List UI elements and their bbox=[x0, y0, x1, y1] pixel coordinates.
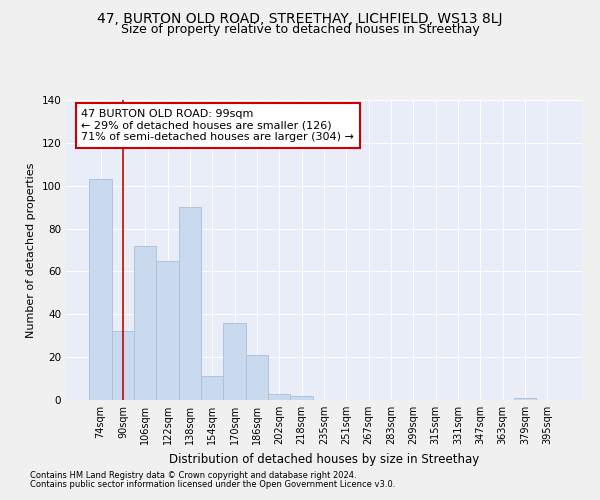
Text: 47, BURTON OLD ROAD, STREETHAY, LICHFIELD, WS13 8LJ: 47, BURTON OLD ROAD, STREETHAY, LICHFIEL… bbox=[97, 12, 503, 26]
Text: Contains public sector information licensed under the Open Government Licence v3: Contains public sector information licen… bbox=[30, 480, 395, 489]
Bar bbox=[201, 376, 223, 400]
Bar bbox=[246, 355, 268, 400]
Y-axis label: Number of detached properties: Number of detached properties bbox=[26, 162, 36, 338]
Bar bbox=[157, 260, 179, 400]
Bar bbox=[223, 323, 246, 400]
Text: Size of property relative to detached houses in Streethay: Size of property relative to detached ho… bbox=[121, 22, 479, 36]
Bar bbox=[89, 180, 112, 400]
Text: 47 BURTON OLD ROAD: 99sqm
← 29% of detached houses are smaller (126)
71% of semi: 47 BURTON OLD ROAD: 99sqm ← 29% of detac… bbox=[82, 109, 355, 142]
Bar bbox=[514, 398, 536, 400]
X-axis label: Distribution of detached houses by size in Streethay: Distribution of detached houses by size … bbox=[169, 452, 479, 466]
Bar bbox=[268, 394, 290, 400]
Bar bbox=[179, 207, 201, 400]
Text: Contains HM Land Registry data © Crown copyright and database right 2024.: Contains HM Land Registry data © Crown c… bbox=[30, 471, 356, 480]
Bar bbox=[290, 396, 313, 400]
Bar bbox=[134, 246, 157, 400]
Bar bbox=[112, 332, 134, 400]
